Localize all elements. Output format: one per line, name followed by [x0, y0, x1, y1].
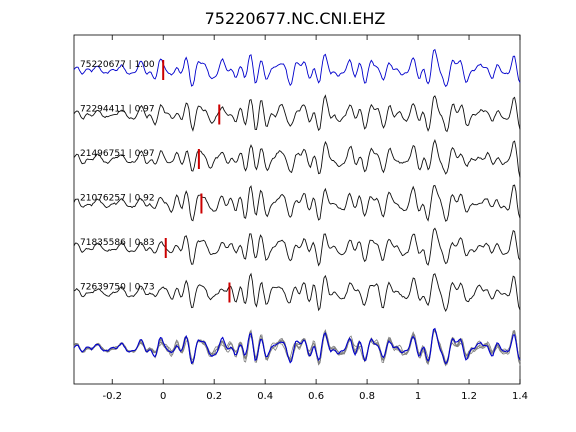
x-tick-label: 0.6 [308, 391, 324, 402]
trace-label-6: 72639750 | 0.73 [80, 283, 155, 293]
trace-label-4: 21076257 | 0.92 [80, 194, 155, 204]
overlay-line-2 [73, 329, 521, 365]
plot-frame [73, 34, 521, 385]
trace-line-6 [73, 272, 521, 313]
trace-label-5: 71835586 | 0.83 [80, 238, 155, 248]
overlay-line-4 [73, 329, 521, 366]
trace-label-3: 21496751 | 0.97 [80, 149, 155, 159]
trace-label-2: 72294411 | 0.97 [80, 105, 155, 115]
x-tick-label: -0.2 [102, 391, 122, 402]
x-tick-label: 1.2 [461, 391, 477, 402]
overlay-line-1 [73, 327, 521, 365]
trace-line-1 [73, 48, 521, 88]
trace-line-4 [73, 184, 521, 222]
overlay-line-5 [73, 328, 521, 366]
overlay-line-3 [73, 329, 521, 366]
x-tick-label: 0.2 [206, 391, 222, 402]
x-tick-label: 1.4 [512, 391, 528, 402]
chart-title: 75220677.NC.CNI.EHZ [205, 9, 386, 28]
x-tick-label: 0.8 [359, 391, 375, 402]
overlay-line-6 [73, 329, 521, 367]
trace-line-3 [73, 138, 521, 178]
trace-label-1: 75220677 | 1.00 [80, 60, 155, 70]
stacked-overlay [73, 327, 521, 367]
trace-line-5 [73, 227, 521, 267]
x-tick-label: 1 [415, 391, 421, 402]
x-axis: -0.2 0 0.2 0.4 0.6 0.8 1 1.2 1.4 [102, 35, 528, 402]
x-tick-label: 0 [160, 391, 166, 402]
trace-stack: 75220677 | 1.00 72294411 | 0.97 21496751 |… [73, 48, 521, 313]
x-tick-label: 0.4 [257, 391, 273, 402]
trace-line-2 [73, 94, 521, 133]
